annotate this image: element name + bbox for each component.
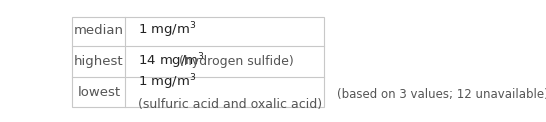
- Text: (sulfuric acid and oxalic acid): (sulfuric acid and oxalic acid): [138, 98, 322, 111]
- Bar: [73, 16, 324, 107]
- Text: highest: highest: [74, 55, 124, 68]
- Text: (based on 3 values; 12 unavailable): (based on 3 values; 12 unavailable): [337, 88, 546, 101]
- Text: 14 mg/m$\mathregular{^3}$: 14 mg/m$\mathregular{^3}$: [138, 52, 205, 71]
- Text: 1 mg/m$\mathregular{^3}$: 1 mg/m$\mathregular{^3}$: [138, 73, 197, 92]
- Text: lowest: lowest: [78, 86, 121, 99]
- Text: 1 mg/m$\mathregular{^3}$: 1 mg/m$\mathregular{^3}$: [138, 20, 197, 40]
- Text: median: median: [74, 24, 124, 37]
- Text: (hydrogen sulfide): (hydrogen sulfide): [179, 55, 293, 68]
